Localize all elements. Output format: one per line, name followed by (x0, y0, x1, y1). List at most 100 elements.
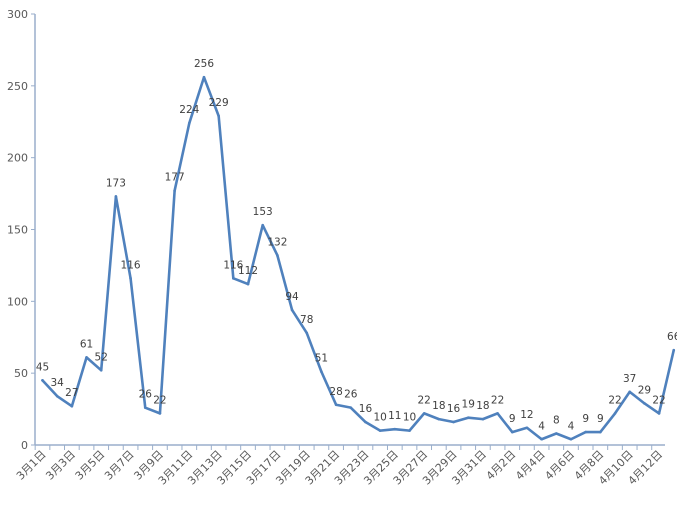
data-point (378, 429, 382, 432)
data-label: 19 (462, 399, 475, 411)
y-tick-label: 300 (7, 8, 28, 21)
data-point (261, 223, 265, 227)
data-label: 37 (623, 373, 636, 385)
data-point (246, 282, 250, 286)
data-label: 18 (432, 400, 445, 412)
data-point (114, 195, 118, 198)
data-point (408, 429, 411, 432)
data-label: 256 (194, 58, 214, 70)
data-point (496, 412, 499, 415)
data-label: 10 (373, 412, 386, 424)
data-label: 116 (121, 259, 141, 271)
data-label: 34 (50, 377, 64, 389)
data-label: 9 (582, 413, 589, 425)
x-tick-label: 4月4日 (513, 448, 548, 483)
data-point (510, 430, 514, 434)
series-line (41, 75, 676, 441)
data-label: 153 (253, 206, 273, 218)
data-point (349, 406, 353, 409)
data-point (99, 368, 103, 372)
data-point (643, 402, 646, 405)
data-label: 11 (388, 410, 401, 422)
data-point (320, 370, 323, 374)
data-point (599, 430, 602, 434)
data-point (276, 254, 279, 257)
data-label: 116 (223, 259, 243, 271)
y-tick-label: 50 (14, 367, 28, 380)
y-tick-label: 100 (7, 295, 28, 308)
data-point (364, 420, 367, 424)
data-point (85, 356, 88, 359)
data-label: 45 (36, 361, 49, 373)
data-point (555, 432, 558, 435)
data-label: 22 (608, 394, 621, 406)
data-point (41, 379, 44, 382)
data-point (437, 417, 441, 421)
x-tick-label: 3月1日 (14, 448, 49, 483)
data-label: 66 (667, 331, 677, 343)
data-label: 22 (153, 394, 166, 406)
data-label: 16 (447, 403, 461, 415)
data-point (129, 277, 132, 280)
data-label: 28 (329, 386, 342, 398)
x-tick-label: 3月3日 (43, 448, 78, 483)
data-label: 26 (139, 389, 153, 401)
data-label: 26 (344, 389, 358, 401)
data-label: 51 (315, 353, 328, 365)
data-label: 224 (179, 104, 199, 116)
data-label: 12 (520, 409, 533, 421)
data-point (173, 189, 176, 193)
data-point (188, 121, 191, 125)
data-label: 173 (106, 177, 126, 189)
data-point (202, 75, 206, 79)
data-label: 27 (65, 387, 78, 399)
data-point (584, 430, 587, 434)
data-point (466, 416, 470, 420)
y-tick-label: 250 (7, 80, 28, 93)
y-tick-label: 200 (7, 152, 28, 165)
data-label: 16 (359, 403, 373, 415)
data-point (525, 426, 529, 430)
data-point (305, 331, 309, 335)
data-point (393, 427, 397, 431)
data-point (540, 437, 543, 441)
data-point (232, 277, 235, 280)
data-label: 52 (95, 351, 108, 363)
data-point (217, 114, 220, 118)
data-label: 132 (267, 236, 287, 248)
data-point (70, 404, 74, 408)
data-label: 4 (568, 420, 575, 432)
data-label: 4 (538, 420, 545, 432)
data-label: 22 (417, 394, 430, 406)
data-label: 22 (652, 394, 665, 406)
data-label: 9 (509, 413, 516, 425)
x-tick-label: 4月2日 (484, 448, 519, 483)
data-label: 61 (80, 338, 93, 350)
data-point (55, 394, 59, 398)
data-label: 229 (209, 97, 229, 109)
data-point (158, 412, 162, 415)
data-point (143, 406, 147, 409)
y-tick-label: 0 (21, 439, 28, 452)
data-label: 10 (403, 412, 416, 424)
data-point (628, 390, 631, 394)
data-point (481, 417, 485, 421)
data-label: 177 (165, 172, 185, 184)
data-label: 22 (491, 394, 504, 406)
data-label: 78 (300, 314, 313, 326)
data-point (657, 412, 661, 415)
data-point (290, 308, 294, 312)
y-tick-label: 150 (7, 224, 28, 237)
x-tick-label: 3月7日 (102, 448, 137, 483)
data-label: 94 (285, 291, 299, 303)
data-point (422, 412, 426, 415)
data-point (334, 403, 338, 407)
data-label: 9 (597, 413, 604, 425)
x-tick-label: 3月5日 (73, 448, 108, 483)
data-label: 112 (238, 265, 258, 277)
data-point (613, 412, 617, 415)
data-label: 8 (553, 415, 560, 427)
x-tick-label: 4月6日 (542, 448, 577, 483)
